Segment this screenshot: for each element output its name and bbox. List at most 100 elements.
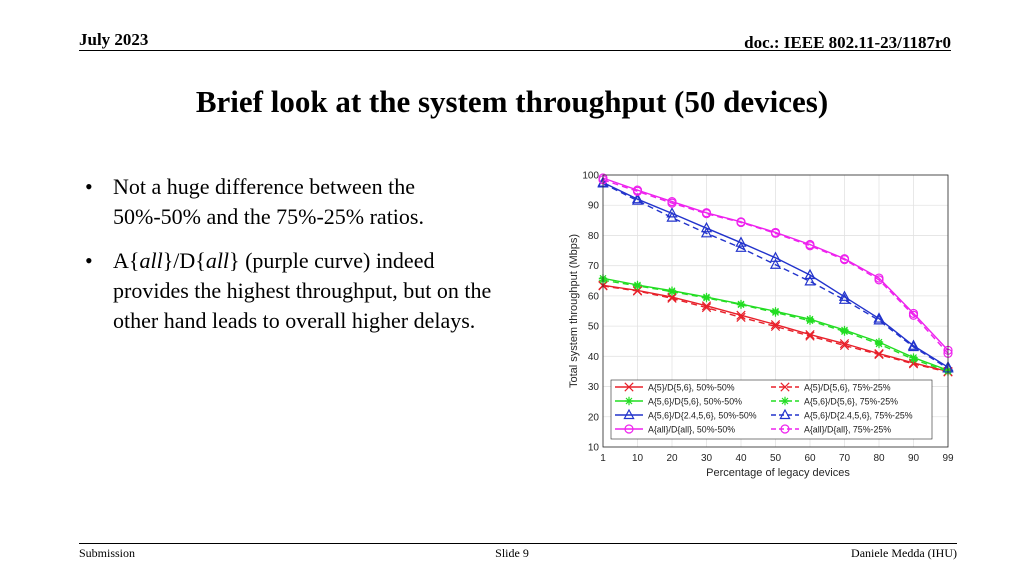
data-point [805, 316, 815, 325]
series [597, 177, 954, 373]
data-point [805, 241, 815, 251]
footer-rule [79, 543, 957, 544]
data-point [623, 408, 635, 420]
x-tick-label: 60 [804, 453, 816, 464]
data-point [701, 301, 712, 311]
y-tick-label: 40 [588, 352, 600, 363]
data-point [667, 198, 677, 208]
x-tick-label: 50 [770, 453, 782, 464]
legend-label: A{5}/D{5,6}, 50%-50% [648, 383, 735, 393]
data-point [736, 217, 746, 228]
y-tick-label: 30 [588, 382, 600, 393]
x-axis-label: Percentage of legacy devices [706, 467, 850, 479]
data-point [771, 308, 780, 317]
series-line [602, 182, 949, 370]
x-tick-label: 90 [908, 453, 920, 464]
legend-label: A{5}/D{5,6}, 75%-25% [804, 383, 891, 393]
data-point [666, 207, 678, 218]
data-point [700, 227, 713, 238]
series-line [602, 179, 949, 354]
bullet-icon: • [85, 174, 93, 199]
legend-entry: A{5,6}/D{5,6}, 75%-25% [771, 397, 898, 407]
legend-label: A{5,6}/D{5,6}, 75%-25% [804, 397, 898, 407]
bullet-item: • A{all}/D{all} (purple curve) indeed pr… [85, 246, 505, 336]
data-point [624, 382, 634, 392]
x-tick-label: 20 [666, 453, 678, 464]
x-tick-label: 70 [839, 453, 851, 464]
data-point [631, 194, 644, 205]
legend-entry: A{5,6}/D{2.4,5,6}, 75%-25% [771, 408, 913, 421]
y-tick-label: 10 [588, 443, 600, 454]
x-tick-label: 10 [632, 453, 644, 464]
data-point [702, 293, 711, 303]
data-point [779, 408, 791, 420]
y-tick-label: 20 [588, 412, 600, 423]
data-point [840, 327, 849, 336]
data-point [701, 303, 712, 313]
data-point [805, 331, 815, 341]
data-point [780, 396, 790, 406]
y-tick-label: 50 [588, 322, 600, 333]
data-point [667, 293, 677, 303]
bullet-text-part: } (purple curve) indeed provides the hig… [113, 248, 492, 333]
bullet-item: • Not a huge difference between the 50%-… [85, 172, 505, 232]
y-tick-label: 60 [588, 291, 600, 302]
legend-entry: A{5,6}/D{5,6}, 50%-50% [615, 397, 742, 407]
data-point [701, 209, 712, 219]
bullet-list: • Not a huge difference between the 50%-… [85, 172, 505, 350]
bullet-italic-all: all [139, 248, 163, 273]
footer-slide-number: Slide 9 [495, 546, 529, 560]
legend-label: A{5,6}/D{5,6}, 50%-50% [648, 397, 742, 407]
data-point [874, 339, 884, 349]
data-point [908, 359, 919, 369]
y-tick-label: 90 [588, 201, 600, 212]
x-tick-label: 80 [873, 453, 885, 464]
data-point [839, 255, 850, 265]
bullet-text: Not a huge difference between the 50%-50… [113, 174, 424, 229]
x-tick-label: 30 [701, 453, 713, 464]
legend-entry: A{5}/D{5,6}, 50%-50% [615, 382, 735, 393]
data-point [632, 186, 643, 196]
footer-author: Daniele Medda (IHU) [851, 546, 957, 560]
data-point [838, 290, 851, 301]
y-tick-labels: 10 20 30 40 50 60 70 80 90 100 [582, 171, 599, 454]
data-point [805, 329, 815, 340]
series-line [602, 177, 949, 351]
data-point [666, 211, 678, 222]
bullet-text-part: }/D{ [162, 248, 206, 273]
legend-label: A{5,6}/D{2.4,5,6}, 50%-50% [648, 411, 757, 421]
x-tick-labels: 1 10 20 30 40 50 60 70 80 90 99 [600, 453, 954, 464]
header-date: July 2023 [79, 30, 149, 49]
data-point [770, 228, 781, 238]
x-tick-label: 99 [942, 453, 954, 464]
legend-entry: A{5}/D{5,6}, 75%-25% [771, 382, 891, 393]
legend-entry: A{all}/D{all}, 75%-25% [771, 424, 891, 435]
data-point [736, 300, 746, 309]
legend-label: A{all}/D{all}, 75%-25% [804, 425, 891, 435]
data-point [874, 349, 884, 360]
data-point [769, 258, 782, 269]
footer-submission: Submission [79, 546, 136, 560]
data-point [770, 321, 781, 332]
data-point [624, 424, 634, 434]
data-point [735, 236, 747, 247]
data-point [631, 192, 644, 204]
slide-title: Brief look at the system throughput (50 … [195, 84, 829, 119]
data-point [908, 310, 919, 320]
header-rule [79, 50, 951, 51]
data-point [700, 221, 713, 233]
bullet-italic-all: all [205, 248, 230, 273]
header-doc-id: doc.: IEEE 802.11-23/1187r0 [744, 33, 951, 52]
data-point [873, 312, 885, 323]
plot-frame [602, 174, 949, 448]
legend-entry: A{5,6}/D{2.4,5,6}, 50%-50% [615, 408, 757, 421]
legend-label: A{all}/D{all}, 50%-50% [648, 425, 735, 435]
series-line [602, 181, 949, 368]
data-point [804, 268, 816, 280]
y-tick-label: 100 [582, 171, 599, 182]
data-point [736, 312, 746, 322]
data-point [769, 251, 782, 262]
data-point [735, 241, 747, 252]
bullet-text-part: A{ [113, 248, 140, 273]
